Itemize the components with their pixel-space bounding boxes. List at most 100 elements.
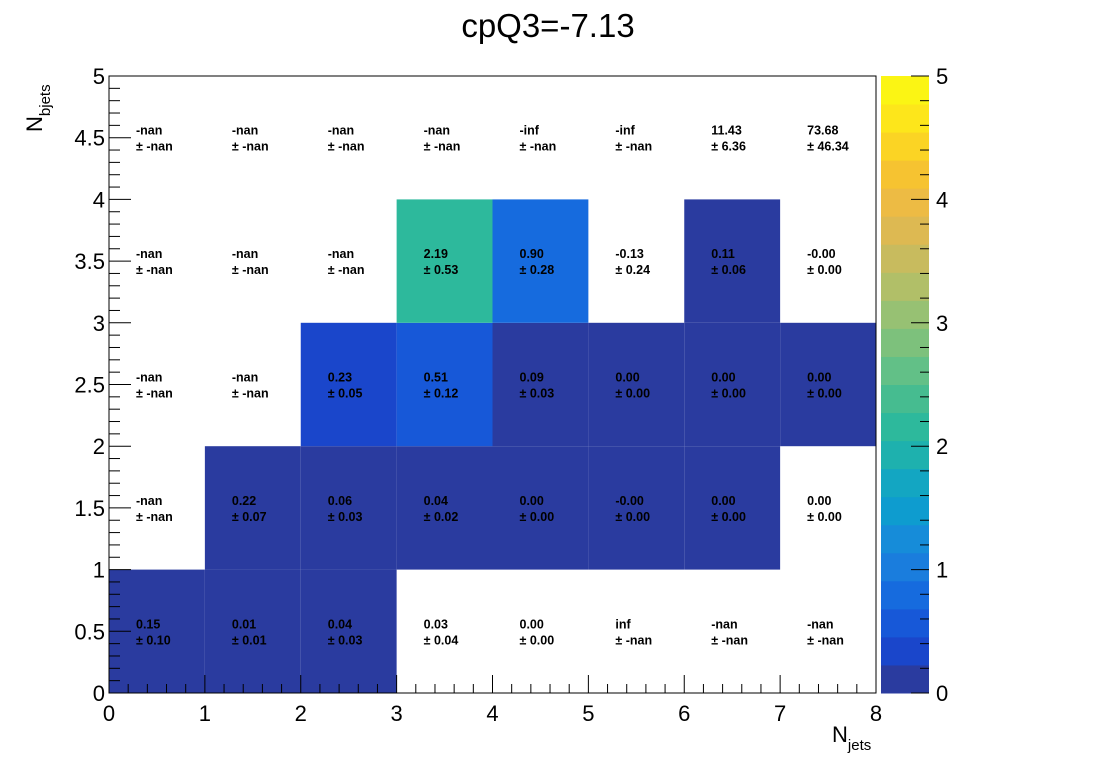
color-scale-swatch (881, 440, 929, 470)
cell-error-label: ± 0.01 (232, 633, 267, 647)
cell-error-label: ± 0.00 (615, 510, 650, 524)
x-tick-label: 8 (870, 701, 882, 726)
heatmap-cell (204, 446, 301, 570)
cell-value-label: 0.00 (807, 371, 831, 385)
cell-error-label: ± 0.28 (520, 263, 555, 277)
y-tick-label: 0 (93, 681, 105, 706)
cell-error-label: ± 0.03 (328, 633, 363, 647)
heatmap-cell-labels: 0.15 ± 0.10 0.01 ± 0.01 0.04 ± 0.03 0.03 ± 0.04… (136, 124, 849, 648)
color-scale-swatch (881, 188, 929, 217)
color-scale-swatch (881, 132, 929, 161)
heatmap-cell (300, 569, 397, 693)
cell-error-label: ± 0.00 (711, 387, 746, 401)
color-scale-swatch (881, 580, 929, 610)
cell-error-label: ± -nan (232, 140, 269, 154)
cell-value-label: 0.00 (520, 494, 544, 508)
cell-value-label: -nan (136, 247, 162, 261)
y-tick-label: 1 (93, 558, 105, 583)
cell-value-label: 0.00 (711, 371, 735, 385)
heatmap-cell (588, 446, 685, 570)
cell-value-label: 0.00 (520, 617, 544, 631)
cell-error-label: ± 0.06 (711, 263, 746, 277)
cell-error-label: ± 0.00 (520, 633, 555, 647)
color-scale-swatch (881, 76, 929, 105)
cell-value-label: 0.00 (615, 371, 639, 385)
color-scale-swatch (881, 412, 929, 442)
x-tick-label: 5 (582, 701, 594, 726)
cell-error-label: ± -nan (424, 140, 461, 154)
cell-value-label: 0.22 (232, 494, 256, 508)
cell-error-label: ± 0.04 (424, 633, 459, 647)
cell-error-label: ± 0.24 (615, 263, 650, 277)
cell-value-label: 0.51 (424, 371, 448, 385)
color-scale-swatch (881, 468, 929, 498)
cell-error-label: ± 0.00 (711, 510, 746, 524)
cell-error-label: ± 0.10 (136, 633, 171, 647)
cell-error-label: ± -nan (136, 387, 173, 401)
color-scale-bar (881, 76, 929, 694)
cell-error-label: ± -nan (328, 263, 365, 277)
cell-value-label: 0.04 (424, 494, 448, 508)
x-axis-label-sub: jets (847, 737, 871, 754)
x-tick-label: 1 (199, 701, 211, 726)
cell-error-label: ± 0.07 (232, 510, 267, 524)
cell-value-label: -nan (807, 617, 833, 631)
x-tick-label: 2 (295, 701, 307, 726)
cell-error-label: ± 46.34 (807, 140, 849, 154)
cell-value-label: -nan (232, 124, 258, 138)
cell-value-label: -nan (711, 617, 737, 631)
cell-value-label: 0.00 (711, 494, 735, 508)
heatmap-cell (684, 446, 781, 570)
cell-value-label: -0.00 (807, 247, 836, 261)
cell-value-label: -nan (232, 247, 258, 261)
cell-error-label: ± -nan (328, 140, 365, 154)
heatmap-cell (492, 322, 589, 447)
y-tick-label: 4 (93, 187, 105, 212)
heatmap-cell (492, 446, 589, 570)
x-tick-label: 3 (391, 701, 403, 726)
y-tick-label: 2 (93, 434, 105, 459)
cell-error-label: ± -nan (232, 263, 269, 277)
cell-value-label: -nan (136, 124, 162, 138)
cell-error-label: ± 0.00 (520, 510, 555, 524)
y-axis: 0 0.5 1 1.5 2 2.5 3 3.5 4 4.5 5 (74, 64, 131, 706)
cell-value-label: inf (615, 617, 631, 631)
cell-value-label: -inf (615, 124, 635, 138)
z-tick-label: 3 (936, 311, 948, 336)
cell-error-label: ± -nan (615, 140, 652, 154)
cell-value-label: 0.01 (232, 617, 256, 631)
cell-error-label: ± -nan (615, 633, 652, 647)
cell-value-label: 0.11 (711, 247, 735, 261)
cell-error-label: ± 0.02 (424, 510, 459, 524)
heatmap-cell (204, 569, 301, 693)
heatmap-cell (300, 322, 397, 447)
cell-error-label: ± -nan (136, 140, 173, 154)
heatmap-cell (684, 199, 781, 323)
y-axis-label-base: N (22, 116, 47, 132)
cell-error-label: ± -nan (136, 263, 173, 277)
heatmap-cell (396, 322, 493, 447)
cell-error-label: ± -nan (136, 510, 173, 524)
color-scale-swatch (881, 384, 929, 414)
cell-value-label: -inf (520, 124, 540, 138)
y-tick-label: 5 (93, 64, 105, 89)
cell-value-label: -nan (232, 371, 258, 385)
color-scale-axis: 0 1 2 3 4 5 (911, 64, 948, 706)
cell-value-label: -nan (136, 494, 162, 508)
color-scale-swatch (881, 552, 929, 582)
cell-error-label: ± -nan (232, 387, 269, 401)
color-scale-swatch (881, 496, 929, 526)
color-scale-swatch (881, 216, 929, 245)
heatmap-cell (300, 446, 397, 570)
cell-value-label: 11.43 (711, 124, 742, 138)
cell-error-label: ± 6.36 (711, 140, 746, 154)
z-tick-label: 0 (936, 681, 948, 706)
color-scale-swatch (881, 356, 929, 385)
x-tick-label: 7 (774, 701, 786, 726)
color-scale-swatch (881, 664, 929, 694)
color-scale-swatch (881, 300, 929, 329)
cell-error-label: ± 0.00 (615, 387, 650, 401)
cell-value-label: -nan (328, 124, 354, 138)
heatmap-cell (396, 199, 493, 323)
